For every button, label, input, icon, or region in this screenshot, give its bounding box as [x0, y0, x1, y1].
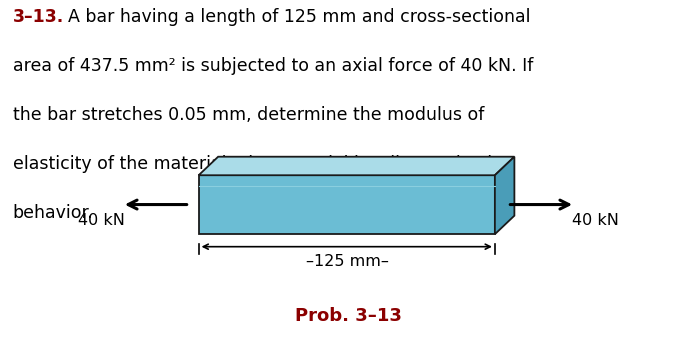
- Polygon shape: [199, 157, 514, 175]
- Text: 40 kN: 40 kN: [77, 213, 125, 228]
- Text: behavior.: behavior.: [13, 204, 93, 222]
- Text: –125 mm–: –125 mm–: [306, 254, 388, 270]
- Polygon shape: [495, 157, 514, 234]
- Polygon shape: [199, 175, 495, 234]
- Text: elasticity of the material. The material has linear-elastic: elasticity of the material. The material…: [13, 155, 501, 173]
- Text: A bar having a length of 125 mm and cross-sectional: A bar having a length of 125 mm and cros…: [68, 8, 531, 26]
- Text: 3–13.: 3–13.: [13, 8, 64, 26]
- Text: 40 kN: 40 kN: [572, 213, 620, 228]
- Text: Prob. 3–13: Prob. 3–13: [295, 307, 402, 325]
- Text: area of 437.5 mm² is subjected to an axial force of 40 kN. If: area of 437.5 mm² is subjected to an axi…: [13, 57, 533, 75]
- Text: the bar stretches 0.05 mm, determine the modulus of: the bar stretches 0.05 mm, determine the…: [13, 106, 484, 124]
